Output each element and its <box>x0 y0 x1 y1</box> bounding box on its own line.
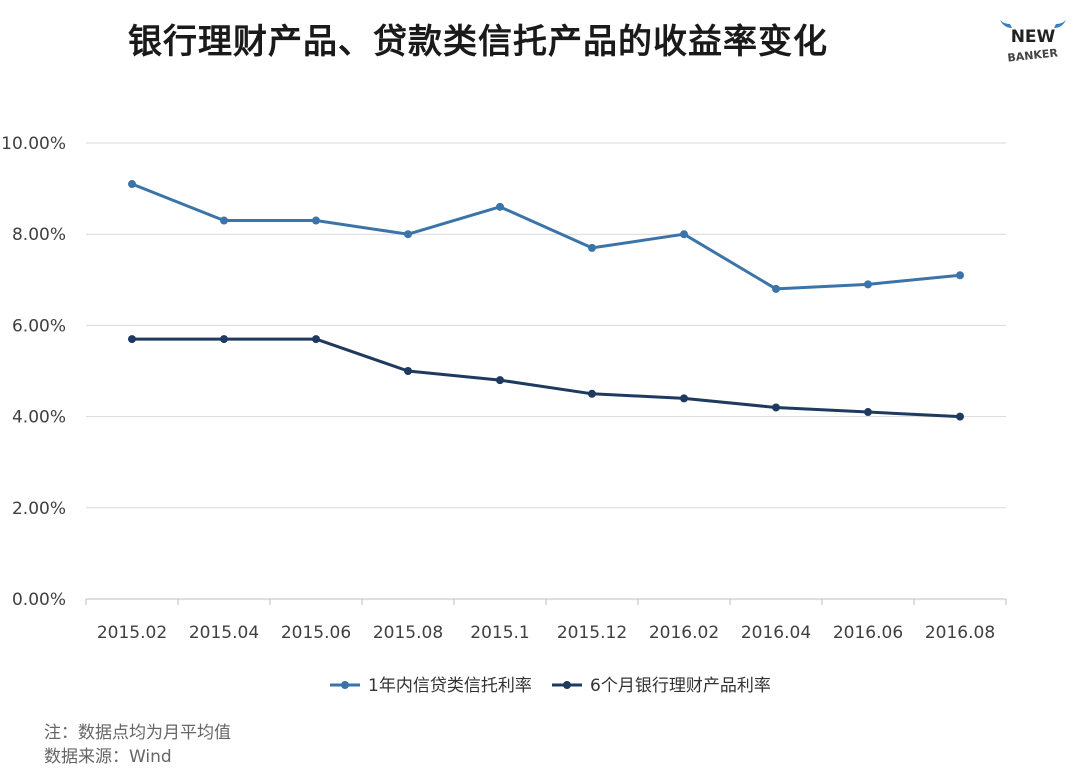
data-point-series-2 <box>128 335 136 344</box>
x-tick-label: 2016.02 <box>649 623 719 643</box>
chart-title: 银行理财产品、贷款类信托产品的收益率变化 <box>128 22 828 62</box>
axes: 0.00% 2.00% 4.00% 6.00% 8.00% 10.00% 2015.02 20… <box>1 134 1007 643</box>
x-tick-label: 2015.1 <box>470 623 529 643</box>
data-point-series-2 <box>220 335 228 344</box>
gridlines <box>86 142 1006 509</box>
data-point-series-1 <box>220 216 228 225</box>
data-point-series-1 <box>772 284 780 293</box>
logo-line1: NEW <box>1011 27 1056 47</box>
data-point-series-2 <box>956 412 964 421</box>
series-line-1 <box>131 182 961 291</box>
data-point-series-1 <box>588 243 596 252</box>
data-point-series-1 <box>404 230 412 239</box>
data-point-series-1 <box>864 280 872 289</box>
x-tick-label: 2016.06 <box>833 623 903 643</box>
source-note: 数据来源：Wind <box>44 747 172 767</box>
y-tick-label: 8.00% <box>12 225 66 245</box>
data-point-series-1 <box>680 230 688 239</box>
x-tick-label: 2015.06 <box>281 623 351 643</box>
x-tick-label: 2015.08 <box>373 623 443 643</box>
data-point-series-1 <box>312 216 320 225</box>
legend-label-series-2: 6个月银行理财产品利率 <box>590 676 771 696</box>
legend: 1年内信贷类信托利率 6个月银行理财产品利率 <box>330 676 771 696</box>
legend-swatch-marker <box>563 681 571 689</box>
data-point-series-1 <box>128 180 136 189</box>
y-tick-label: 6.00% <box>12 316 66 336</box>
data-point-series-2 <box>312 335 320 344</box>
data-point-series-2 <box>496 376 504 385</box>
x-tick-label: 2016.08 <box>925 623 995 643</box>
series-line-2 <box>132 337 961 419</box>
legend-swatch-marker <box>341 681 349 689</box>
data-point-series-1 <box>496 202 504 211</box>
series <box>128 180 964 421</box>
y-tick-label: 0.00% <box>12 590 66 610</box>
data-point-series-2 <box>680 394 688 403</box>
y-tick-label: 2.00% <box>12 499 66 519</box>
logo-horn-left-icon <box>1000 20 1012 28</box>
data-point-series-2 <box>588 389 596 398</box>
y-tick-label: 4.00% <box>12 408 66 428</box>
data-point-series-1 <box>956 271 964 280</box>
new-banker-logo: NEW BANKER <box>1000 20 1066 65</box>
x-tick-label: 2015.12 <box>557 623 627 643</box>
data-point-series-2 <box>404 367 412 375</box>
data-point-series-2 <box>864 408 872 417</box>
x-tick-label: 2016.04 <box>741 623 811 643</box>
legend-label-series-1: 1年内信贷类信托利率 <box>368 676 532 696</box>
y-tick-label: 10.00% <box>1 134 66 154</box>
logo-horn-right-icon <box>1054 20 1066 28</box>
x-tick-label: 2015.04 <box>189 623 259 643</box>
data-point-series-2 <box>772 403 780 412</box>
x-tick-label: 2015.02 <box>97 623 167 643</box>
footnote: 注：数据点均为月平均值 <box>44 723 231 743</box>
logo-line2: BANKER <box>1007 46 1059 64</box>
